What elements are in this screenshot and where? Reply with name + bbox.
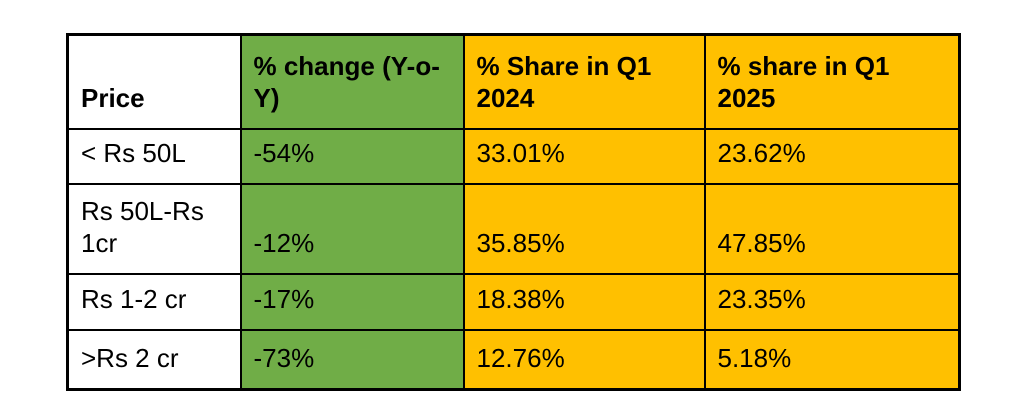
col-header-price: Price xyxy=(66,33,242,130)
change-cell: -12% xyxy=(239,182,465,275)
price-cell: < Rs 50L xyxy=(66,127,242,185)
share-2024-cell: 35.85% xyxy=(462,182,706,275)
col-header-change-yoy: % change (Y-o- Y) xyxy=(239,33,465,130)
share-2024-cell: 12.76% xyxy=(462,328,706,391)
header-row: Price % change (Y-o- Y) % Share in Q1 20… xyxy=(66,33,961,130)
share-2024-cell: 18.38% xyxy=(462,272,706,331)
table-row: < Rs 50L -54% 33.01% 23.62% xyxy=(66,127,961,185)
price-cell: Rs 1-2 cr xyxy=(66,272,242,331)
table-row: >Rs 2 cr -73% 12.76% 5.18% xyxy=(66,328,961,391)
share-2024-cell: 33.01% xyxy=(462,127,706,185)
share-2025-cell: 47.85% xyxy=(703,182,961,275)
share-2025-cell: 23.35% xyxy=(703,272,961,331)
price-share-table: Price % change (Y-o- Y) % Share in Q1 20… xyxy=(66,33,961,391)
price-cell: >Rs 2 cr xyxy=(66,328,242,391)
share-2025-cell: 5.18% xyxy=(703,328,961,391)
col-header-share-q1-2024: % Share in Q1 2024 xyxy=(462,33,706,130)
share-2025-cell: 23.62% xyxy=(703,127,961,185)
col-header-share-q1-2025: % share in Q1 2025 xyxy=(703,33,961,130)
table-row: Rs 1-2 cr -17% 18.38% 23.35% xyxy=(66,272,961,331)
change-cell: -54% xyxy=(239,127,465,185)
change-cell: -73% xyxy=(239,328,465,391)
price-cell: Rs 50L-Rs 1cr xyxy=(66,182,242,275)
change-cell: -17% xyxy=(239,272,465,331)
table-row: Rs 50L-Rs 1cr -12% 35.85% 47.85% xyxy=(66,182,961,275)
